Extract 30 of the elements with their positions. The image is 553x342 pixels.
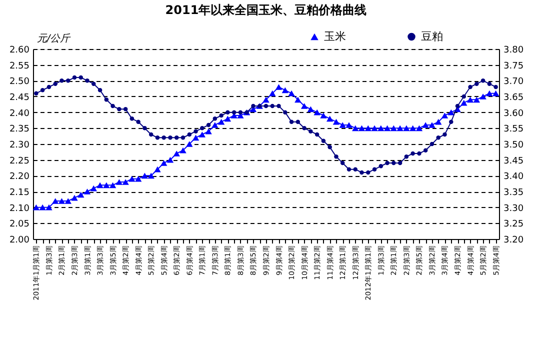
y-tick-label: 2.35 [9,124,30,135]
y-tick-label: 2.20 [9,172,30,182]
y2-tick-label: 3.20 [504,236,524,246]
y2-tick-label: 3.55 [504,124,524,135]
y-tick-label: 2.60 [9,46,30,56]
y2-tick-label: 3.50 [504,140,524,150]
y2-tick-label: 3.60 [504,108,524,119]
y-tick-label: 2.25 [9,156,30,166]
y2-tick-label: 3.65 [504,93,524,103]
y2-tick-label: 3.45 [504,156,524,166]
legend-label: 豆粕 [421,30,443,43]
y-tick-label: 2.05 [9,220,30,230]
legend-label: 玉米 [324,30,346,43]
y-tick-label: 2.00 [9,236,30,246]
y2-tick-label: 3.80 [504,46,524,56]
y2-tick-label: 3.30 [504,204,524,214]
y2-tick-label: 3.75 [504,61,524,72]
y-tick-label: 2.10 [9,204,30,214]
y-tick-label: 2.15 [9,188,30,198]
y2-tick-label: 3.35 [504,188,524,198]
y2-tick-label: 3.40 [504,172,524,182]
y-tick-label: 2.45 [9,93,30,103]
y-tick-label: 2.50 [9,77,30,88]
chart-title: 2011年以来全国玉米、豆粕价格曲线 [165,3,367,17]
y-tick-label: 2.55 [9,61,30,72]
y2-tick-label: 3.70 [504,77,524,88]
y-tick-label: 2.40 [9,108,30,119]
y-tick-label: 2.30 [9,140,30,150]
y-axis-title: 元/公斤 [36,32,72,44]
y2-tick-label: 3.25 [504,220,524,230]
